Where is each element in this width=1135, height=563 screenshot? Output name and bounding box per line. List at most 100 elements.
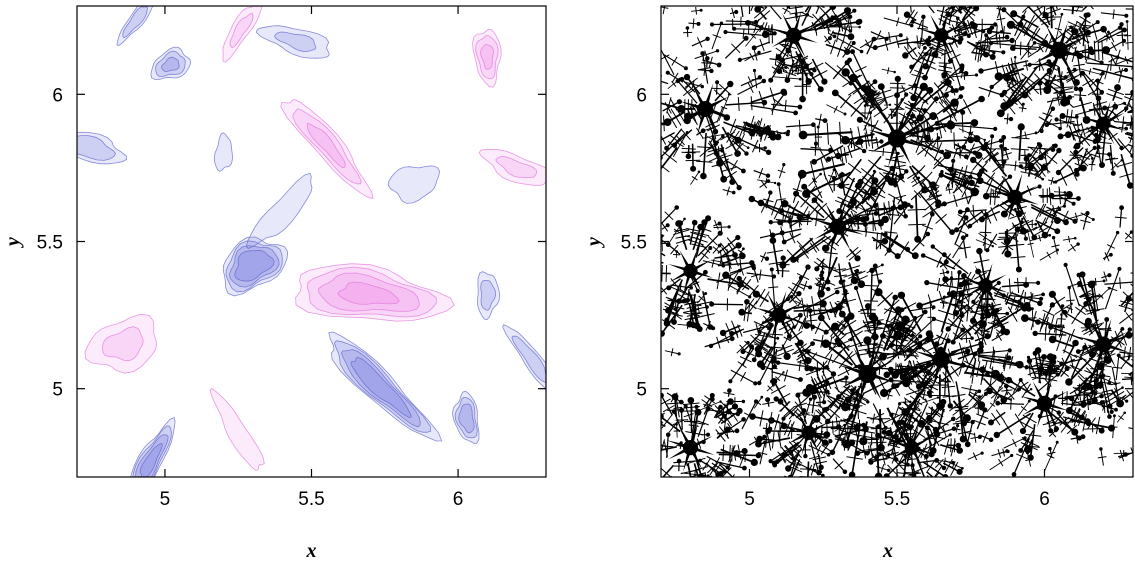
glyph-bar	[932, 401, 945, 413]
glyph-dot	[991, 369, 1000, 379]
glyph-bar	[889, 108, 897, 115]
glyph-stroke	[667, 279, 684, 311]
glyph-bar	[968, 384, 972, 394]
glyph-stroke	[696, 218, 709, 251]
glyph-stroke	[1015, 232, 1020, 270]
glyph-bar	[916, 374, 931, 385]
glyph-bar	[984, 151, 999, 163]
glyph-bar	[978, 329, 991, 333]
glyph-dot	[970, 119, 979, 127]
glyph-stroke	[825, 43, 848, 53]
glyph-bar	[848, 270, 866, 280]
glyph-dot	[757, 329, 762, 334]
glyph-bar	[943, 438, 950, 455]
glyph-bar	[1021, 167, 1039, 173]
glyph-stroke	[863, 379, 892, 394]
glyph-dot	[802, 189, 811, 198]
glyph-dot	[887, 468, 891, 472]
glyph-dot	[652, 173, 659, 180]
glyph-stroke	[1126, 131, 1133, 135]
glyph-dot	[804, 357, 812, 365]
glyph-dot	[826, 286, 831, 292]
glyph-dot	[801, 183, 808, 190]
glyph-bar	[903, 397, 921, 411]
glyph-bar	[864, 300, 879, 302]
glyph-bar	[1118, 415, 1124, 420]
glyph-stroke	[852, 170, 877, 201]
glyph-stroke	[978, 250, 987, 283]
glyph-bar	[870, 418, 891, 420]
glyph-bar	[1120, 143, 1130, 151]
glyph-bar	[700, 243, 711, 254]
glyph-dot	[700, 84, 704, 89]
glyph-bar	[698, 295, 705, 302]
glyph-dot	[1087, 280, 1096, 289]
glyph-dot	[732, 26, 737, 31]
glyph-bar	[648, 407, 661, 416]
glyph-stroke	[1090, 284, 1098, 323]
glyph-dot	[796, 291, 802, 297]
glyph-stroke	[1035, 332, 1067, 336]
glyph-bar	[758, 167, 764, 179]
glyph-dot	[1044, 122, 1050, 127]
glyph-bar	[717, 154, 733, 160]
glyph-bar	[956, 22, 964, 36]
glyph-stroke	[714, 254, 736, 259]
glyph-bar	[867, 159, 881, 171]
glyph-dot	[1097, 381, 1104, 389]
glyph-bar	[689, 281, 700, 287]
glyph-dot	[887, 366, 894, 373]
glyph-bar	[1030, 147, 1038, 154]
glyph-stroke	[836, 428, 866, 437]
glyph-dot	[708, 343, 714, 349]
glyph-bar	[883, 299, 900, 314]
glyph-dot	[1091, 218, 1095, 221]
glyph-dot	[874, 288, 883, 297]
glyph-stroke	[837, 340, 857, 367]
glyph-dot	[712, 128, 719, 135]
glyph-bar	[1000, 389, 1009, 405]
glyph-dot	[989, 54, 996, 60]
glyph-bar	[709, 462, 719, 476]
glyph-dot	[661, 155, 663, 161]
glyph-bar	[1105, 158, 1119, 161]
glyph-stroke	[916, 458, 926, 477]
negative-contour	[122, 6, 148, 39]
glyph-bar	[1110, 59, 1112, 71]
glyph-dot	[841, 135, 850, 145]
glyph-stroke	[801, 348, 834, 375]
glyph-bar	[982, 147, 998, 161]
glyph-bar	[834, 283, 853, 290]
glyph-stroke	[842, 204, 876, 223]
glyph-dot	[938, 402, 945, 409]
glyph-bar	[989, 152, 999, 160]
glyph-dot	[697, 170, 701, 174]
glyph-bar	[806, 210, 810, 226]
glyph-dot	[768, 220, 773, 225]
glyph-bar	[1042, 77, 1061, 88]
glyph-stroke	[717, 236, 739, 254]
glyph-stroke	[661, 124, 666, 126]
glyph-dot	[1003, 146, 1008, 152]
glyph-dot	[649, 76, 654, 81]
glyph-dot	[972, 150, 978, 156]
glyph-stroke	[886, 458, 906, 477]
y-tick-label: 5	[52, 380, 63, 401]
glyph-dot	[736, 275, 742, 282]
glyph-dot	[773, 181, 777, 185]
glyph-bar	[919, 37, 922, 50]
glyph-stroke	[821, 426, 839, 429]
glyph-dot	[1014, 226, 1021, 233]
glyph-bar	[837, 41, 844, 57]
glyph-bar	[1116, 161, 1133, 168]
glyph-dot	[705, 432, 711, 437]
glyph-bar	[966, 390, 979, 405]
glyph-stroke	[877, 434, 897, 443]
glyph-bar	[991, 315, 1007, 323]
glyph-bar	[1083, 25, 1089, 43]
glyph-bar	[880, 464, 885, 473]
glyph-dot	[757, 380, 762, 386]
glyph-bar	[948, 106, 958, 122]
glyph-dot	[822, 407, 828, 413]
glyph-bar	[661, 319, 676, 330]
